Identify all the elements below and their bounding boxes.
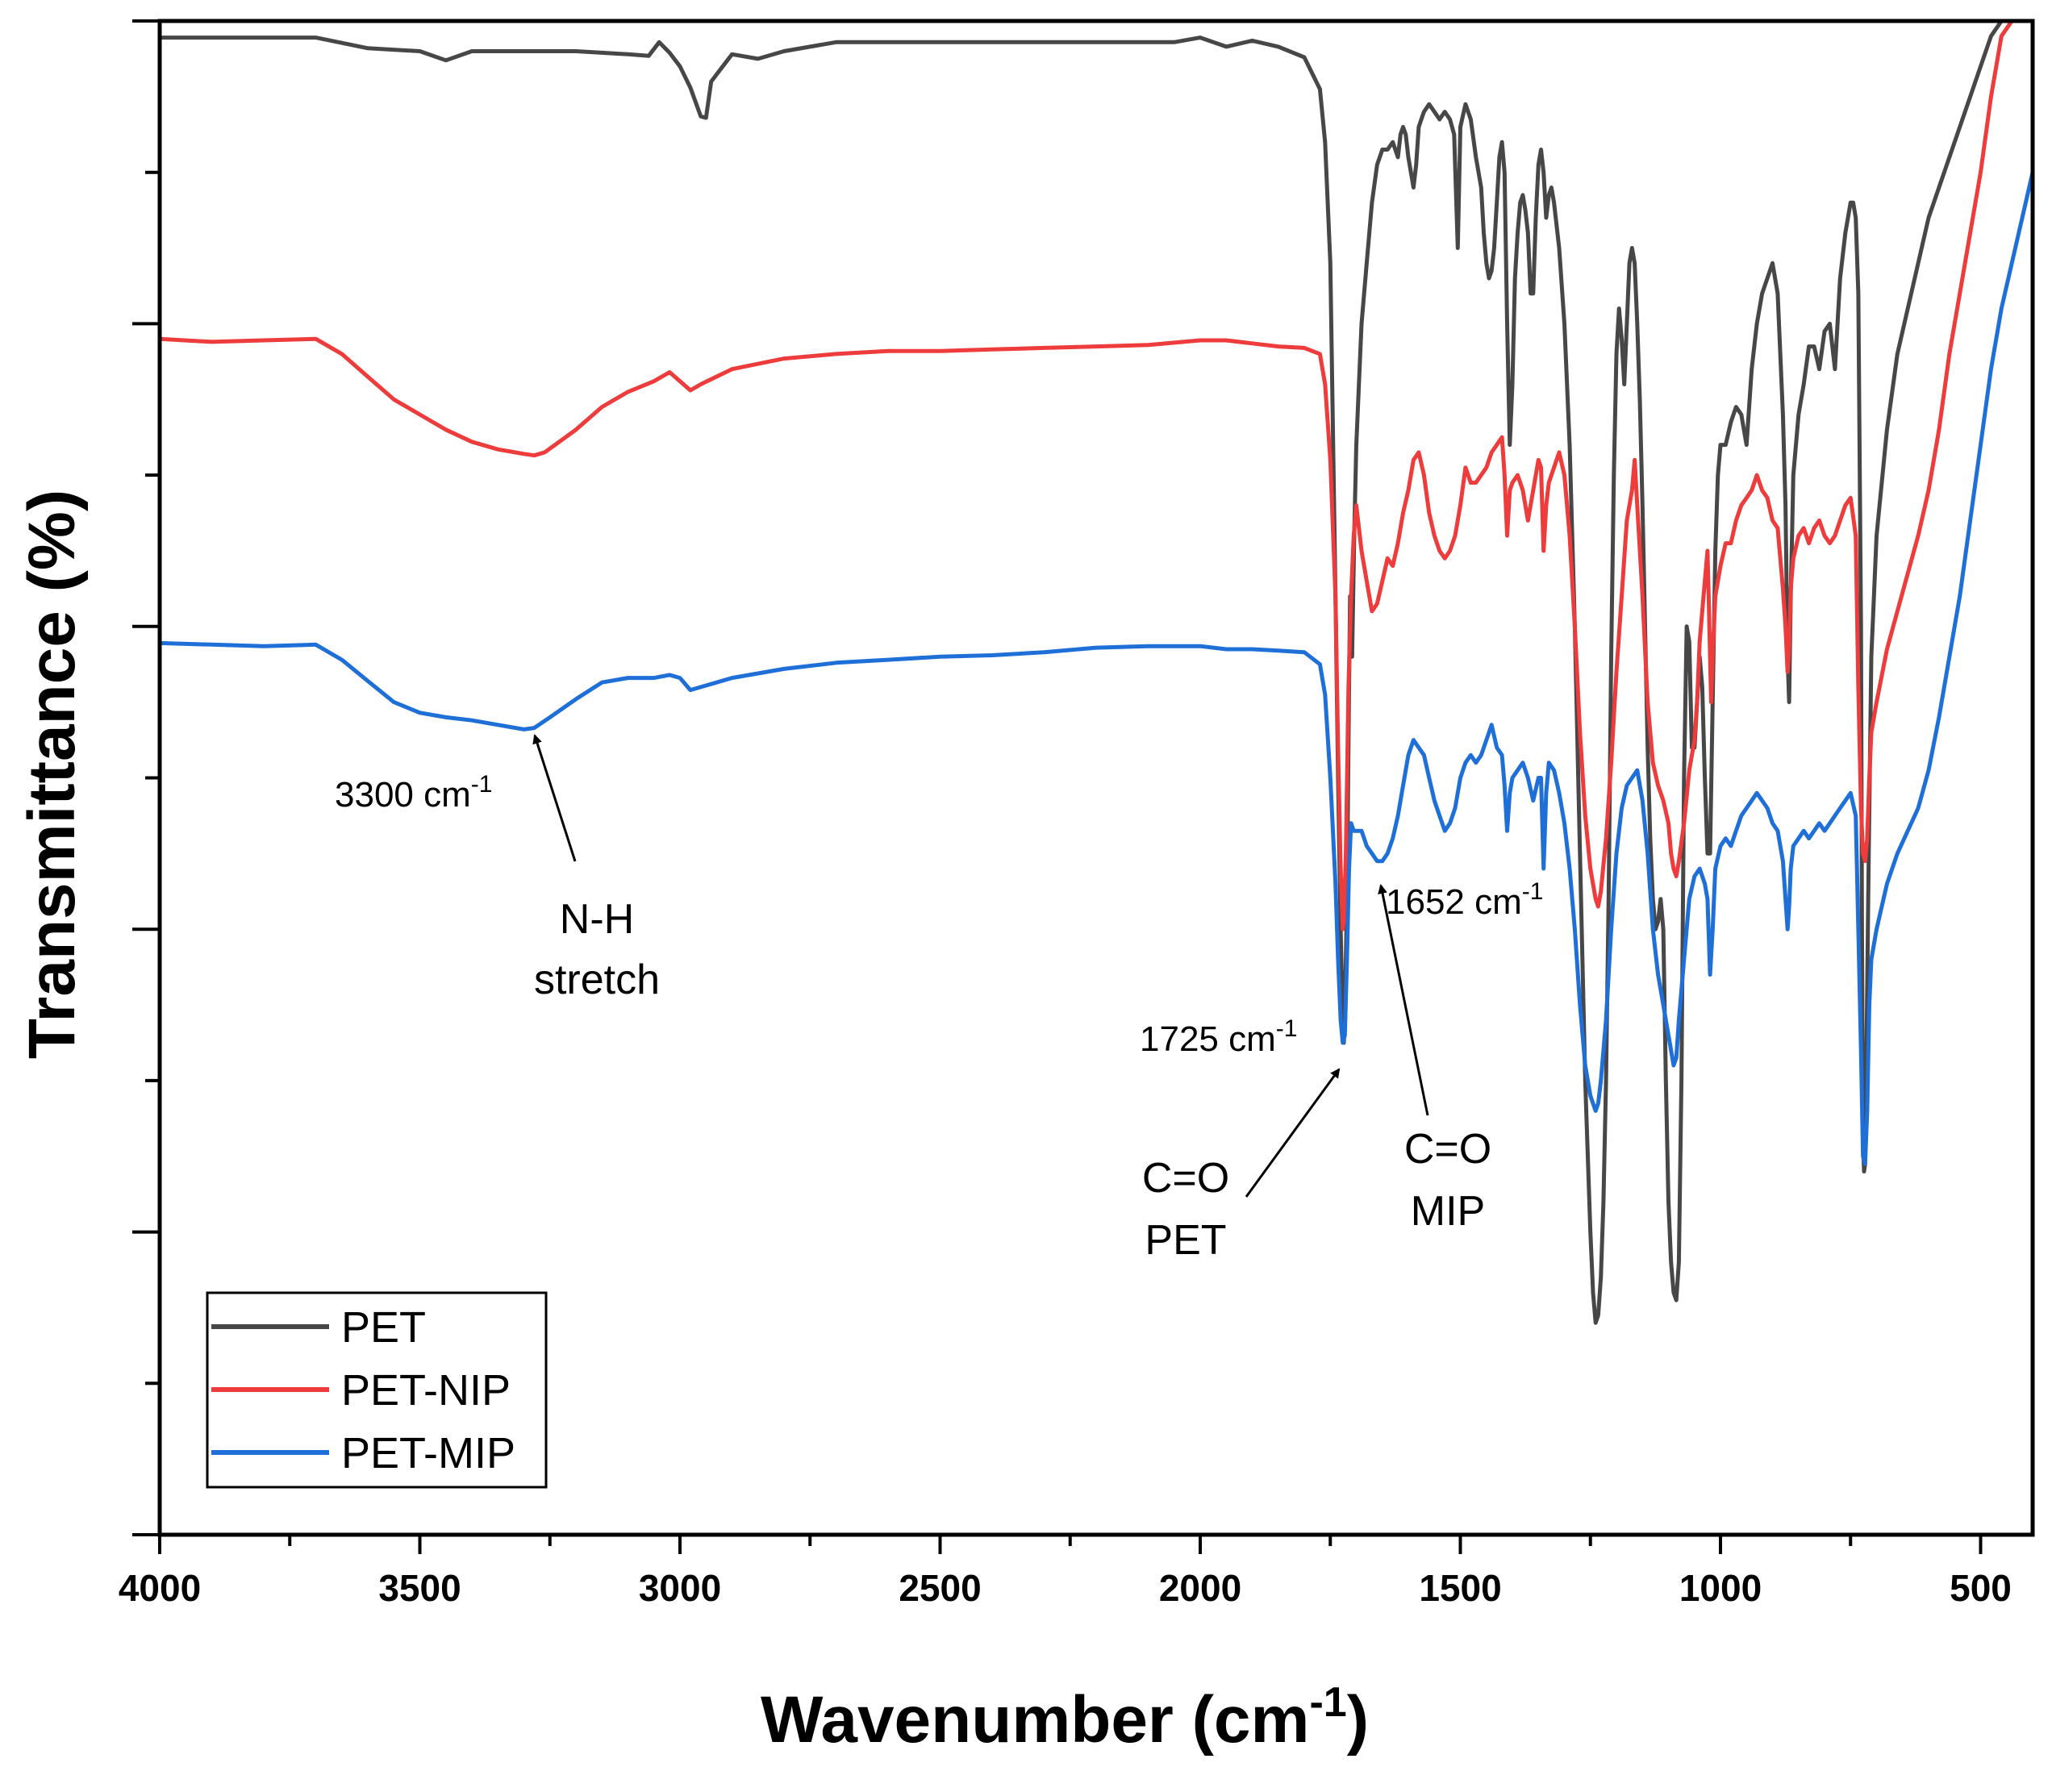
annotation-nh-line2: stretch [534,956,660,1003]
x-tick-label: 1500 [1419,1567,1501,1609]
series-line-pet-nip [160,21,2033,931]
x-tick-label: 4000 [119,1567,201,1609]
x-axis-ticks: 4000 3500 3000 2500 2000 1500 1000 500 [119,1535,2012,1609]
svg-text:1725 cm-1: 1725 cm-1 [1140,1015,1297,1059]
annotation-3300: 3300 cm-1 [335,771,492,815]
x-tick-label: 2000 [1159,1567,1241,1609]
annotation-co-pet: 1725 cm-1 C=O PET [1140,1015,1341,1264]
y-axis-ticks [132,19,160,1536]
arrow-co-pet [1245,1068,1341,1198]
annotation-nh: 3300 cm-1 N-H stretch [335,734,660,1003]
x-tick-label: 2500 [899,1567,981,1609]
x-axis-title: Wavenumber (cm-1) [761,1679,1369,1757]
series-layer [160,21,2033,1325]
svg-text:1652 cm-1: 1652 cm-1 [1386,878,1543,922]
legend-label: PET-NIP [341,1366,511,1415]
annotation-co-mip-line2: MIP [1411,1188,1485,1235]
x-tick-label: 3000 [639,1567,721,1609]
series-line-pet-mip [160,172,2033,1166]
legend-label: PET [341,1303,426,1352]
annotation-co-pet-line1: C=O [1142,1155,1229,1202]
series-line-pet [160,21,2033,1325]
annotation-nh-line1: N-H [560,896,634,943]
legend: PET PET-NIP PET-MIP [206,1291,548,1489]
x-tick-label: 3500 [378,1567,461,1609]
annotation-co-mip-line1: C=O [1404,1126,1491,1173]
y-axis-title: Transmittance (%) [15,490,89,1059]
legend-label: PET-MIP [341,1429,515,1477]
x-tick-label: 500 [1950,1567,2012,1609]
arrow-co-mip [1378,884,1429,1116]
x-tick-label: 1000 [1679,1567,1762,1609]
annotation-co-mip: 1652 cm-1 C=O MIP [1378,878,1543,1235]
annotation-co-pet-line2: PET [1145,1217,1226,1264]
arrow-nh [532,734,577,862]
